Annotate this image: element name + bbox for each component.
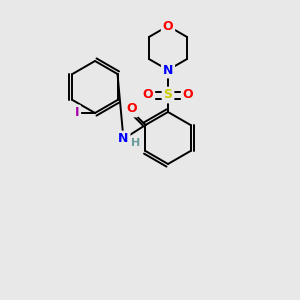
Text: O: O [143,88,153,101]
Text: S: S [164,88,172,101]
Text: O: O [126,103,137,116]
Text: O: O [183,88,193,101]
Text: N: N [163,64,173,76]
Text: N: N [118,133,129,146]
Text: O: O [163,20,173,32]
Text: H: H [131,138,140,148]
Text: I: I [75,106,79,119]
